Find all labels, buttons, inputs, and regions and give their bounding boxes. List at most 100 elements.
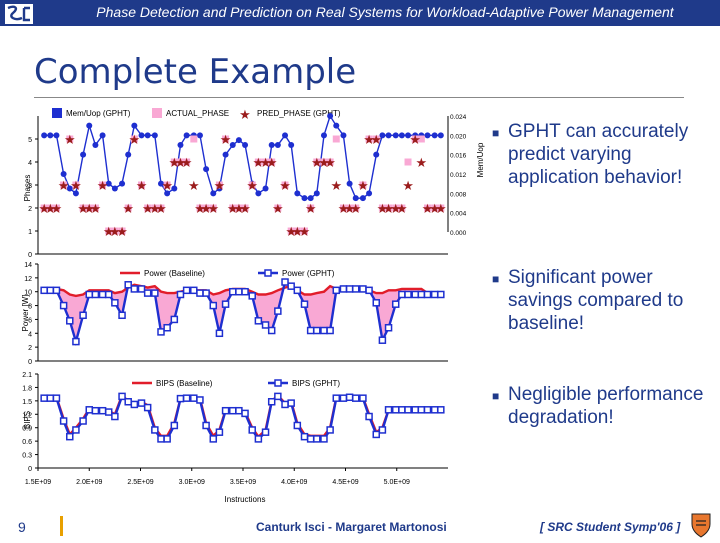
actual-phase-point	[66, 135, 74, 143]
mem-uop-point	[327, 113, 334, 119]
power-gpht-point	[320, 326, 328, 335]
mem-uop-point	[86, 122, 93, 129]
bips-gpht-point	[59, 417, 68, 425]
mem-uop-point	[144, 132, 151, 139]
actual-phase-point	[170, 158, 178, 166]
pred-phase-point: ★	[285, 224, 297, 239]
power-y-tick-label: 10	[24, 290, 32, 297]
power-gpht-point	[248, 292, 256, 300]
mem-uop-tick-label: 0.004	[450, 211, 467, 218]
bips-gpht-point	[306, 435, 315, 443]
power-gpht-point	[91, 290, 100, 299]
mem-uop-point	[437, 132, 444, 139]
power-gpht-point	[163, 323, 171, 332]
power-gpht-point	[104, 290, 113, 299]
bips-gpht-point	[79, 417, 87, 425]
mem-uop-point	[125, 151, 132, 158]
mem-uop-tick-label: 0.000	[450, 230, 467, 237]
actual-phase-point	[151, 204, 159, 212]
pred-phase-point: ★	[129, 132, 141, 147]
mem-uop-point	[229, 142, 236, 148]
actual-phase-point	[365, 135, 373, 143]
power-gpht-point	[339, 285, 348, 293]
mem-uop-point	[177, 142, 184, 148]
actual-phase-point	[183, 158, 191, 166]
actual-phase-point	[281, 181, 289, 189]
mem-uop-point	[352, 195, 359, 202]
pred-phase-point: ★	[109, 224, 121, 239]
power-gpht-point	[365, 286, 373, 295]
bips-x-axis-label: Instructions	[225, 495, 266, 504]
power-y-tick-label: 8	[28, 304, 32, 311]
pred-phase-point: ★	[253, 155, 265, 170]
actual-phase-point	[248, 181, 256, 189]
bips-gpht-point	[261, 428, 270, 436]
princeton-shield-icon	[690, 512, 712, 543]
mem-uop-point	[262, 185, 269, 192]
bips-gpht-point	[332, 394, 341, 402]
bullet-1: ■ GPHT can accurately predict varying ap…	[492, 120, 712, 189]
bips-gpht-point	[124, 398, 132, 406]
mem-uop-point	[398, 132, 405, 139]
bips-y-tick-label: 0.3	[22, 453, 32, 460]
power-gpht-point	[345, 285, 354, 293]
phase-y-tick-label: 1	[28, 229, 32, 236]
bips-gpht-point	[320, 435, 328, 443]
actual-phase-point	[385, 204, 393, 212]
pred-phase-point: ★	[70, 178, 82, 193]
bips-gpht-point	[202, 421, 210, 430]
mem-uop-point	[385, 132, 392, 139]
actual-phase-point	[301, 227, 308, 235]
legend-label-pred-phase: PRED_PHASE (GPHT)	[257, 109, 341, 118]
bips-gpht-point	[215, 428, 224, 436]
phase-y-tick-label: 3	[28, 183, 32, 190]
bips-gpht-point	[130, 400, 139, 409]
bips-gpht-point	[85, 406, 93, 414]
pred-phase-point: ★	[233, 201, 245, 216]
actual-phase-point	[196, 204, 204, 212]
actual-phase-point	[99, 181, 107, 189]
pred-phase-point: ★	[116, 224, 128, 239]
pred-phase-point: ★	[122, 201, 134, 216]
pred-phase-point: ★	[299, 224, 311, 239]
legend-label-mem-uop: Mem/Uop (GPHT)	[66, 109, 131, 118]
power-y-tick-label: 2	[28, 345, 32, 352]
mem-uop-tick-label: 0.020	[450, 133, 467, 140]
power-gpht-point	[391, 300, 400, 308]
actual-phase-point	[209, 204, 217, 212]
actual-phase-point	[359, 181, 367, 189]
actual-phase-point	[60, 181, 68, 189]
pred-phase-point: ★	[90, 201, 102, 216]
actual-phase-point	[307, 204, 315, 212]
actual-phase-point	[254, 158, 262, 166]
mem-uop-point	[72, 190, 79, 197]
mem-uop-point	[105, 180, 112, 187]
bips-gpht-point	[384, 406, 393, 414]
actual-phase-point	[124, 204, 132, 212]
actual-phase-point	[293, 227, 301, 235]
actual-phase-point	[431, 204, 439, 212]
pred-phase-point: ★	[363, 132, 375, 147]
power-gpht-point	[137, 285, 146, 293]
mem-uop-point	[313, 190, 320, 197]
actual-phase-point	[424, 204, 431, 212]
pred-phase-point: ★	[350, 201, 362, 216]
actual-phase-point	[262, 158, 270, 166]
actual-phase-point	[287, 227, 295, 235]
bips-y-tick-label: 2.1	[22, 372, 32, 379]
mem-uop-point	[47, 132, 54, 139]
mem-uop-point	[282, 132, 289, 139]
bips-gpht-point	[163, 435, 171, 443]
bips-gpht-point	[209, 435, 218, 443]
power-y-tick-label: 14	[24, 262, 32, 269]
power-gpht-point	[40, 286, 48, 295]
actual-phase-point	[404, 158, 412, 166]
bips-gpht-point	[352, 394, 360, 402]
legend-swatch-mem-uop	[52, 108, 62, 118]
mem-uop-point	[301, 195, 308, 202]
mem-uop-point	[210, 190, 217, 197]
actual-phase-point	[190, 135, 198, 143]
mem-uop-point	[307, 195, 314, 202]
pred-phase-point: ★	[246, 178, 258, 193]
actual-phase-point	[378, 204, 386, 212]
